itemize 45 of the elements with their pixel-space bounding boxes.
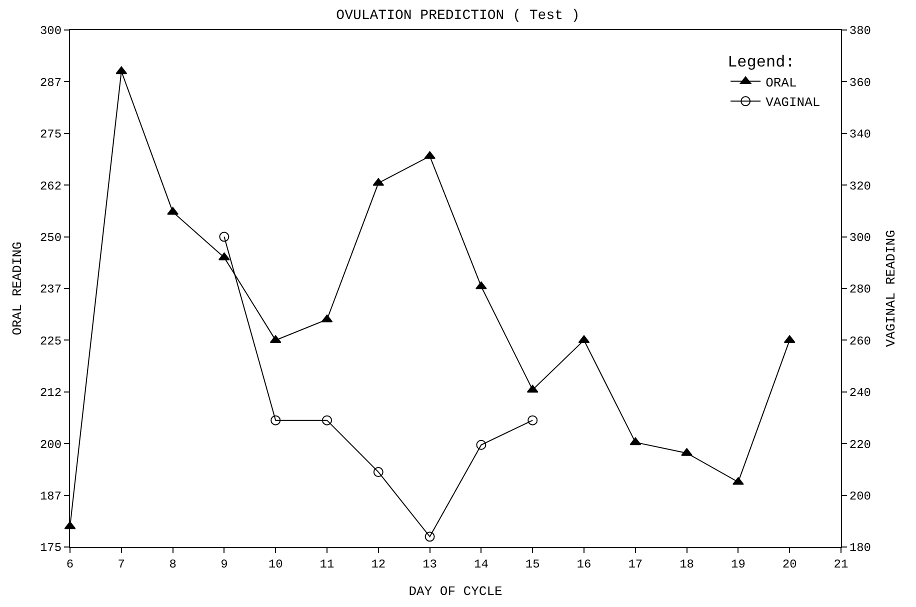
x-tick-label: 16 bbox=[576, 557, 592, 572]
y-tick-label: 225 bbox=[40, 334, 62, 348]
x-tick-label: 18 bbox=[680, 557, 694, 572]
x-tick-label: 11 bbox=[320, 557, 334, 572]
y2-tick-label: 280 bbox=[849, 282, 872, 297]
y2-tick-label: 200 bbox=[849, 490, 872, 504]
chart-title: OVULATION PREDICTION ( Test ) bbox=[336, 8, 580, 24]
y-tick-label: 200 bbox=[40, 438, 62, 452]
y2-tick-label: 180 bbox=[849, 541, 872, 556]
x-tick-label: 8 bbox=[169, 557, 176, 572]
y-tick-label: 212 bbox=[40, 386, 62, 400]
x-tick-label: 19 bbox=[730, 557, 746, 572]
x-tick-label: 15 bbox=[525, 557, 540, 572]
x-tick-label: 9 bbox=[220, 557, 228, 572]
x-tick-label: 7 bbox=[118, 557, 125, 572]
x-tick-label: 10 bbox=[268, 557, 283, 572]
legend-label: VAGINAL bbox=[766, 95, 820, 110]
y2-axis-title: VAGINAL READING bbox=[884, 230, 899, 348]
y-tick-label: 262 bbox=[40, 179, 62, 194]
legend-label: ORAL bbox=[766, 75, 797, 90]
x-tick-label: 14 bbox=[474, 557, 488, 572]
y-tick-label: 300 bbox=[40, 24, 62, 38]
y2-tick-label: 360 bbox=[849, 76, 872, 90]
y2-tick-label: 320 bbox=[849, 179, 872, 194]
x-tick-label: 13 bbox=[422, 557, 438, 572]
y-tick-label: 187 bbox=[40, 490, 62, 504]
y-tick-label: 175 bbox=[40, 541, 62, 556]
x-tick-label: 21 bbox=[834, 557, 848, 572]
x-tick-label: 17 bbox=[628, 557, 643, 572]
x-axis-title: DAY OF CYCLE bbox=[408, 584, 502, 599]
y-axis-title: ORAL READING bbox=[10, 242, 25, 336]
y2-tick-label: 220 bbox=[849, 438, 872, 452]
x-tick-label: 12 bbox=[371, 557, 386, 572]
y-tick-label: 250 bbox=[40, 231, 62, 245]
y2-tick-label: 380 bbox=[849, 24, 872, 38]
y2-tick-label: 240 bbox=[849, 386, 872, 400]
x-tick-label: 6 bbox=[66, 557, 74, 572]
x-tick-label: 20 bbox=[782, 557, 797, 572]
y2-tick-label: 260 bbox=[849, 334, 872, 348]
y-tick-label: 275 bbox=[40, 128, 62, 142]
y2-tick-label: 300 bbox=[849, 231, 872, 245]
y2-tick-label: 340 bbox=[849, 128, 872, 142]
legend-title: Legend: bbox=[728, 53, 795, 72]
y-tick-label: 287 bbox=[40, 76, 62, 90]
y-tick-label: 237 bbox=[40, 282, 62, 297]
